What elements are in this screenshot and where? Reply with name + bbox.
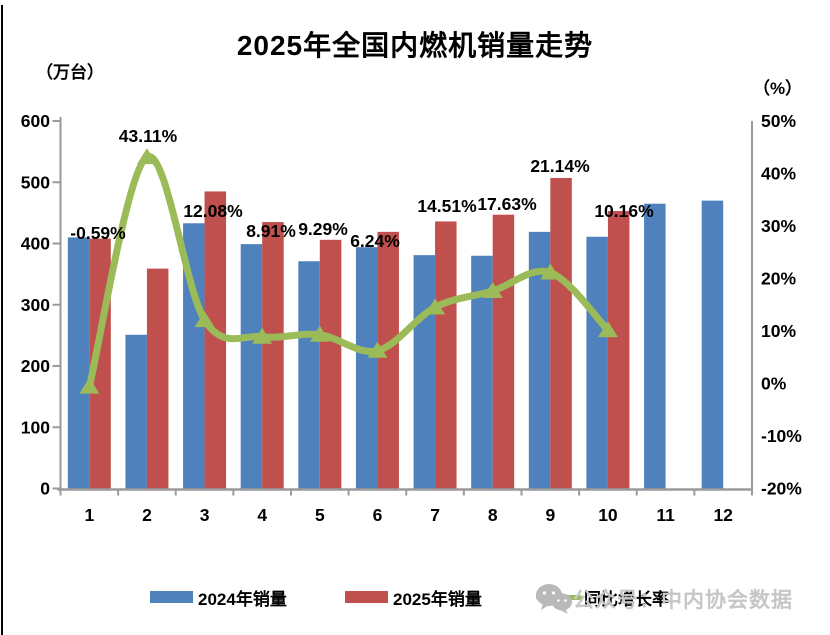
left-axis-tick-label: 500 — [21, 172, 50, 192]
bar-2024-month-9 — [528, 231, 551, 489]
growth-rate-data-label: 10.16% — [594, 201, 654, 221]
growth-rate-marker-month-3 — [194, 311, 215, 328]
x-axis-month-label: 8 — [488, 505, 498, 525]
growth-rate-data-label: 6.24% — [350, 231, 400, 251]
bar-2024-month-8 — [471, 255, 493, 489]
left-axis-unit-label: （万台） — [36, 63, 104, 82]
left-axis-tick-label: 400 — [21, 234, 50, 254]
left-axis-tick-label: 100 — [21, 417, 50, 437]
bar-2024-month-2 — [125, 334, 147, 489]
left-axis-tick-label: 600 — [21, 111, 50, 131]
chart-title: 2025年全国内燃机销量走势 — [236, 30, 594, 61]
bar-2025-month-5 — [319, 239, 342, 489]
growth-rate-marker-month-2 — [136, 148, 157, 165]
x-axis-month-label: 1 — [84, 505, 94, 525]
x-axis-month-label: 6 — [373, 505, 383, 525]
growth-rate-marker-month-4 — [252, 327, 273, 344]
right-axis-tick-label: 50% — [761, 111, 796, 131]
growth-rate-marker-month-1 — [79, 377, 100, 394]
bar-2025-month-4 — [262, 222, 284, 489]
bar-2024-month-1 — [67, 237, 90, 489]
x-axis-month-label: 2 — [142, 505, 152, 525]
legend-label-2025: 2025年销量 — [393, 589, 482, 609]
left-axis-tick-label: 300 — [21, 295, 50, 315]
bar-2024-month-12 — [701, 200, 724, 489]
growth-rate-marker-month-10 — [597, 321, 618, 338]
bar-2024-month-3 — [183, 223, 205, 489]
right-axis-unit-label: （%） — [753, 79, 803, 98]
wechat-icon — [536, 584, 572, 614]
growth-rate-marker-month-6 — [367, 341, 388, 358]
growth-rate-marker-month-8 — [482, 281, 503, 298]
bar-2025-month-8 — [492, 214, 515, 489]
x-axis-month-label: 3 — [200, 505, 210, 525]
left-axis-tick-label: 0 — [40, 479, 50, 499]
bar-2025-month-6 — [377, 231, 399, 489]
growth-rate-data-label: 21.14% — [530, 156, 590, 176]
bar-2025-month-10 — [607, 211, 630, 489]
watermark-text: 公众号：中内协会数据 — [573, 589, 793, 612]
growth-rate-marker-month-7 — [425, 298, 446, 315]
x-axis-month-label: 4 — [257, 505, 267, 525]
x-axis-month-label: 11 — [656, 505, 675, 525]
right-axis-tick-label: -20% — [761, 479, 802, 499]
bar-2025-month-9 — [550, 177, 572, 489]
growth-rate-data-label: 43.11% — [119, 126, 178, 146]
bar-2024-month-7 — [413, 255, 436, 489]
growth-rate-data-label: 12.08% — [183, 201, 243, 221]
bar-2025-month-3 — [204, 191, 227, 489]
legend-item-2025-sales: 2025年销量 — [345, 582, 482, 612]
left-border-line — [1, 5, 3, 635]
x-axis-month-label: 12 — [713, 505, 733, 525]
bar-2025-month-2 — [146, 268, 169, 489]
legend-label-growth: 同比增长率 — [584, 589, 669, 609]
legend-swatch-2025 — [345, 591, 388, 603]
right-axis-tick-label: 30% — [761, 216, 796, 236]
legend-swatch-2024 — [150, 591, 193, 603]
right-axis-tick-label: 0% — [761, 374, 787, 394]
x-axis-month-label: 9 — [545, 505, 555, 525]
watermark: 公众号：中内协会数据 — [535, 583, 793, 615]
growth-rate-marker-month-5 — [309, 325, 330, 342]
bar-2024-month-10 — [586, 236, 608, 489]
growth-rate-data-label: 8.91% — [246, 221, 296, 241]
x-axis-month-label: 7 — [430, 505, 440, 525]
growth-rate-data-label: 17.63% — [477, 194, 537, 214]
bar-2025-month-7 — [435, 221, 457, 489]
left-axis-tick-label: 200 — [21, 356, 50, 376]
growth-rate-data-label: -0.59% — [70, 223, 126, 243]
x-axis-month-label: 10 — [598, 505, 618, 525]
right-axis-tick-label: 20% — [761, 269, 796, 289]
right-axis-tick-label: -10% — [761, 426, 802, 446]
growth-rate-data-label: 14.51% — [417, 196, 477, 216]
x-axis-month-label: 5 — [315, 505, 325, 525]
legend-item-2024-sales: 2024年销量 — [150, 582, 287, 612]
bar-2024-month-11 — [644, 203, 666, 489]
bar-2024-month-4 — [240, 244, 263, 489]
growth-rate-data-label: 9.29% — [298, 219, 348, 239]
bar-2024-month-5 — [298, 261, 320, 489]
right-axis-tick-label: 10% — [761, 321, 796, 341]
bar-2024-month-6 — [355, 247, 378, 489]
legend-label-2024: 2024年销量 — [198, 589, 287, 609]
growth-rate-marker-month-9 — [540, 263, 561, 280]
right-axis-tick-label: 40% — [761, 164, 796, 184]
